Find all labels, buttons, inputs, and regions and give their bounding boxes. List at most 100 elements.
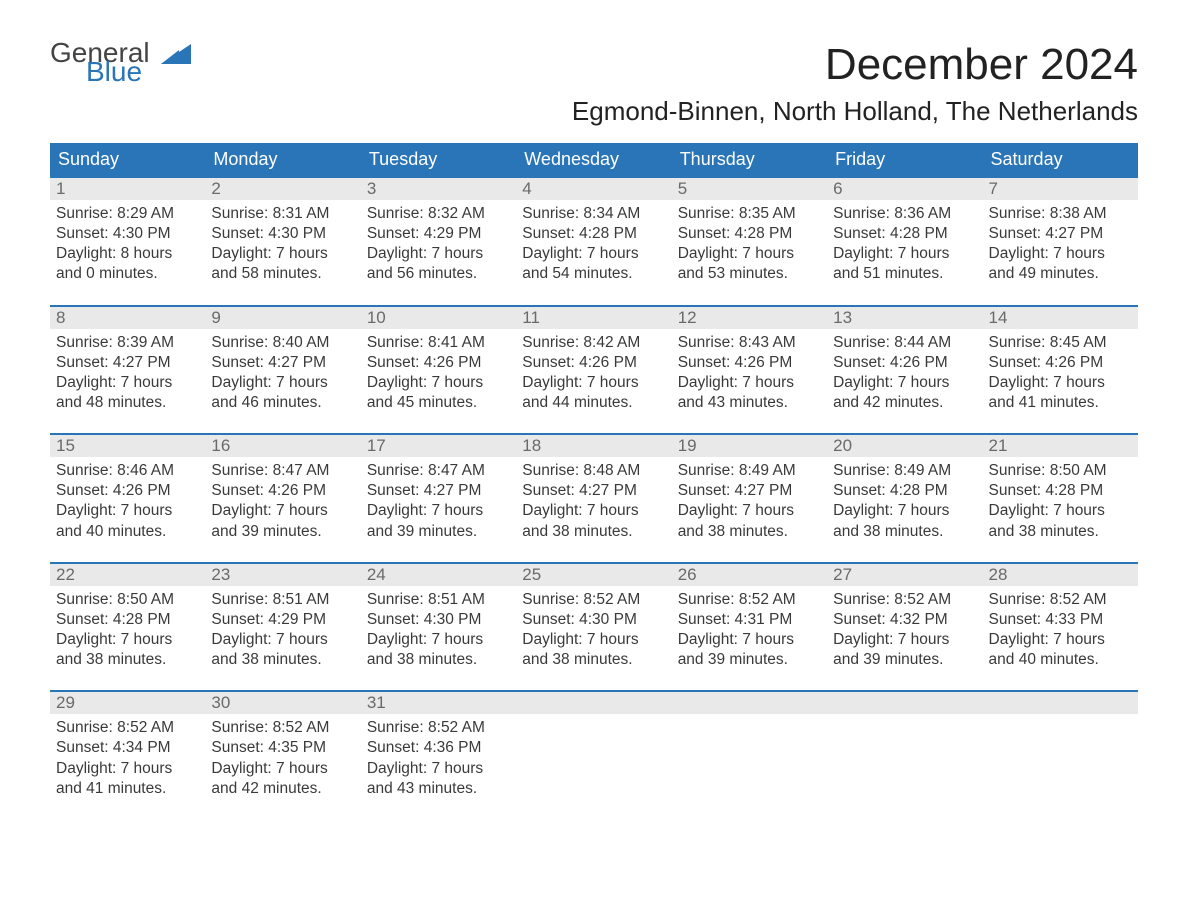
day-cell: [672, 714, 827, 813]
daylight-line2: and 43 minutes.: [678, 393, 821, 413]
sunset-text: Sunset: 4:35 PM: [211, 738, 354, 758]
day-number: 10: [361, 307, 516, 329]
sunset-text: Sunset: 4:30 PM: [211, 224, 354, 244]
daylight-line2: and 56 minutes.: [367, 264, 510, 284]
sunrise-text: Sunrise: 8:52 AM: [989, 590, 1132, 610]
location-subtitle: Egmond-Binnen, North Holland, The Nether…: [50, 96, 1138, 127]
day-number: [672, 692, 827, 714]
day-number: 7: [983, 178, 1138, 200]
week-row: 15161718192021Sunrise: 8:46 AMSunset: 4:…: [50, 433, 1138, 556]
day-cell: Sunrise: 8:40 AMSunset: 4:27 PMDaylight:…: [205, 329, 360, 428]
sunrise-text: Sunrise: 8:34 AM: [522, 204, 665, 224]
daylight-line1: Daylight: 7 hours: [211, 630, 354, 650]
week-content: Sunrise: 8:50 AMSunset: 4:28 PMDaylight:…: [50, 586, 1138, 685]
sunset-text: Sunset: 4:31 PM: [678, 610, 821, 630]
sunrise-text: Sunrise: 8:38 AM: [989, 204, 1132, 224]
daylight-line1: Daylight: 7 hours: [989, 244, 1132, 264]
day-number: 25: [516, 564, 671, 586]
daylight-line1: Daylight: 7 hours: [678, 244, 821, 264]
sunrise-text: Sunrise: 8:44 AM: [833, 333, 976, 353]
daylight-line1: Daylight: 7 hours: [678, 373, 821, 393]
sunrise-text: Sunrise: 8:52 AM: [522, 590, 665, 610]
daylight-line1: Daylight: 7 hours: [833, 501, 976, 521]
day-cell: Sunrise: 8:50 AMSunset: 4:28 PMDaylight:…: [50, 586, 205, 685]
sunset-text: Sunset: 4:28 PM: [833, 481, 976, 501]
sunrise-text: Sunrise: 8:50 AM: [56, 590, 199, 610]
sunset-text: Sunset: 4:26 PM: [211, 481, 354, 501]
sunset-text: Sunset: 4:29 PM: [367, 224, 510, 244]
day-cell: [516, 714, 671, 813]
daylight-line2: and 0 minutes.: [56, 264, 199, 284]
dow-friday: Friday: [827, 143, 982, 176]
day-cell: Sunrise: 8:52 AMSunset: 4:35 PMDaylight:…: [205, 714, 360, 813]
daylight-line1: Daylight: 7 hours: [989, 501, 1132, 521]
daylight-line1: Daylight: 7 hours: [367, 759, 510, 779]
page-title: December 2024: [825, 40, 1138, 90]
day-number: 31: [361, 692, 516, 714]
daynum-bar: 1234567: [50, 178, 1138, 200]
header: General Blue December 2024: [50, 40, 1138, 90]
daylight-line2: and 39 minutes.: [211, 522, 354, 542]
sunrise-text: Sunrise: 8:41 AM: [367, 333, 510, 353]
day-cell: Sunrise: 8:52 AMSunset: 4:36 PMDaylight:…: [361, 714, 516, 813]
day-cell: Sunrise: 8:46 AMSunset: 4:26 PMDaylight:…: [50, 457, 205, 556]
sunrise-text: Sunrise: 8:52 AM: [678, 590, 821, 610]
day-number: 1: [50, 178, 205, 200]
dow-sunday: Sunday: [50, 143, 205, 176]
daylight-line1: Daylight: 7 hours: [211, 759, 354, 779]
dow-header: Sunday Monday Tuesday Wednesday Thursday…: [50, 143, 1138, 176]
day-cell: Sunrise: 8:45 AMSunset: 4:26 PMDaylight:…: [983, 329, 1138, 428]
daylight-line1: Daylight: 7 hours: [989, 630, 1132, 650]
daynum-bar: 891011121314: [50, 307, 1138, 329]
day-number: 6: [827, 178, 982, 200]
day-cell: Sunrise: 8:32 AMSunset: 4:29 PMDaylight:…: [361, 200, 516, 299]
day-number: 2: [205, 178, 360, 200]
sunrise-text: Sunrise: 8:52 AM: [367, 718, 510, 738]
daylight-line1: Daylight: 7 hours: [367, 630, 510, 650]
daylight-line2: and 39 minutes.: [678, 650, 821, 670]
daylight-line1: Daylight: 7 hours: [211, 244, 354, 264]
sunrise-text: Sunrise: 8:43 AM: [678, 333, 821, 353]
day-number: 23: [205, 564, 360, 586]
daylight-line2: and 43 minutes.: [367, 779, 510, 799]
sunset-text: Sunset: 4:30 PM: [367, 610, 510, 630]
daylight-line2: and 38 minutes.: [522, 650, 665, 670]
daylight-line1: Daylight: 7 hours: [522, 244, 665, 264]
daynum-bar: 293031: [50, 692, 1138, 714]
sunset-text: Sunset: 4:27 PM: [678, 481, 821, 501]
day-cell: Sunrise: 8:47 AMSunset: 4:26 PMDaylight:…: [205, 457, 360, 556]
daylight-line2: and 58 minutes.: [211, 264, 354, 284]
sunrise-text: Sunrise: 8:52 AM: [211, 718, 354, 738]
day-cell: Sunrise: 8:38 AMSunset: 4:27 PMDaylight:…: [983, 200, 1138, 299]
day-cell: Sunrise: 8:34 AMSunset: 4:28 PMDaylight:…: [516, 200, 671, 299]
daylight-line2: and 38 minutes.: [522, 522, 665, 542]
day-number: 11: [516, 307, 671, 329]
sunrise-text: Sunrise: 8:51 AM: [211, 590, 354, 610]
day-number: 3: [361, 178, 516, 200]
dow-saturday: Saturday: [983, 143, 1138, 176]
day-cell: Sunrise: 8:52 AMSunset: 4:31 PMDaylight:…: [672, 586, 827, 685]
dow-tuesday: Tuesday: [361, 143, 516, 176]
daylight-line1: Daylight: 7 hours: [678, 630, 821, 650]
sunset-text: Sunset: 4:26 PM: [989, 353, 1132, 373]
sunrise-text: Sunrise: 8:47 AM: [211, 461, 354, 481]
sunrise-text: Sunrise: 8:49 AM: [678, 461, 821, 481]
daylight-line1: Daylight: 7 hours: [678, 501, 821, 521]
week-content: Sunrise: 8:29 AMSunset: 4:30 PMDaylight:…: [50, 200, 1138, 299]
sunset-text: Sunset: 4:29 PM: [211, 610, 354, 630]
daylight-line2: and 49 minutes.: [989, 264, 1132, 284]
sunset-text: Sunset: 4:28 PM: [989, 481, 1132, 501]
day-number: 27: [827, 564, 982, 586]
sunrise-text: Sunrise: 8:51 AM: [367, 590, 510, 610]
day-number: 30: [205, 692, 360, 714]
brand-logo: General Blue: [50, 40, 191, 85]
daylight-line1: Daylight: 7 hours: [56, 373, 199, 393]
daylight-line1: Daylight: 7 hours: [522, 501, 665, 521]
sunset-text: Sunset: 4:27 PM: [211, 353, 354, 373]
week-row: 22232425262728Sunrise: 8:50 AMSunset: 4:…: [50, 562, 1138, 685]
day-cell: Sunrise: 8:42 AMSunset: 4:26 PMDaylight:…: [516, 329, 671, 428]
daylight-line1: Daylight: 7 hours: [833, 630, 976, 650]
day-number: 24: [361, 564, 516, 586]
daylight-line1: Daylight: 7 hours: [56, 630, 199, 650]
sunset-text: Sunset: 4:28 PM: [833, 224, 976, 244]
